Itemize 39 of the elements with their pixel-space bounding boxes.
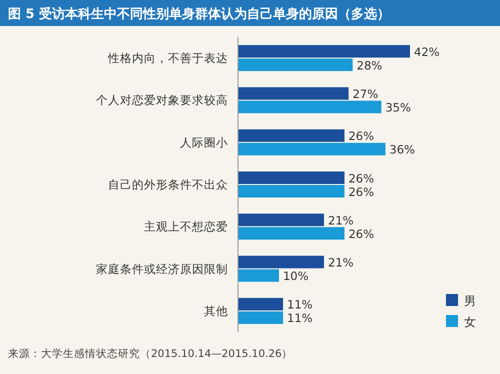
y-tick-label: 主观上不想恋爱 bbox=[144, 220, 228, 234]
data-label: 36% bbox=[389, 142, 416, 157]
chart-title: 图 5 受访本科生中不同性别单身群体认为自己单身的原因（多选） bbox=[8, 6, 390, 22]
data-label: 26% bbox=[348, 226, 374, 241]
bar bbox=[238, 45, 410, 58]
data-label: 26% bbox=[348, 184, 374, 199]
data-label: 21% bbox=[328, 256, 354, 270]
y-tick-label: 自己的外形条件不出众 bbox=[108, 178, 228, 192]
source-note: 来源：大学生感情状态研究（2015.10.14—2015.10.26） bbox=[8, 347, 293, 360]
data-label: 26% bbox=[348, 171, 374, 186]
legend-label: 男 bbox=[464, 294, 476, 308]
bar bbox=[238, 214, 324, 226]
data-label: 28% bbox=[356, 58, 382, 72]
data-label: 11% bbox=[287, 311, 313, 326]
data-label: 27% bbox=[352, 86, 378, 101]
bar bbox=[238, 311, 284, 324]
bar bbox=[238, 227, 344, 240]
data-label: 21% bbox=[328, 213, 354, 228]
bar bbox=[238, 172, 344, 184]
bar bbox=[238, 87, 349, 100]
y-tick-label: 人际圈小 bbox=[180, 135, 228, 150]
legend-label: 女 bbox=[464, 315, 476, 329]
bar bbox=[238, 58, 353, 72]
bar bbox=[238, 142, 386, 156]
y-tick-label: 性格内向，不善于表达 bbox=[107, 51, 228, 66]
bar bbox=[238, 129, 344, 142]
data-label: 10% bbox=[282, 269, 309, 284]
bar bbox=[238, 269, 279, 282]
data-label: 42% bbox=[414, 44, 440, 59]
y-tick-label: 其他 bbox=[204, 304, 228, 318]
data-label: 26% bbox=[348, 129, 374, 144]
y-tick-label: 家庭条件或经济原因限制 bbox=[96, 262, 228, 276]
bar bbox=[238, 298, 284, 310]
bar bbox=[238, 100, 382, 114]
bar bbox=[238, 256, 324, 268]
bar bbox=[238, 185, 344, 198]
y-tick-label: 个人对恋爱对象要求较高 bbox=[96, 93, 228, 108]
data-label: 11% bbox=[287, 298, 313, 312]
data-label: 35% bbox=[385, 100, 411, 114]
